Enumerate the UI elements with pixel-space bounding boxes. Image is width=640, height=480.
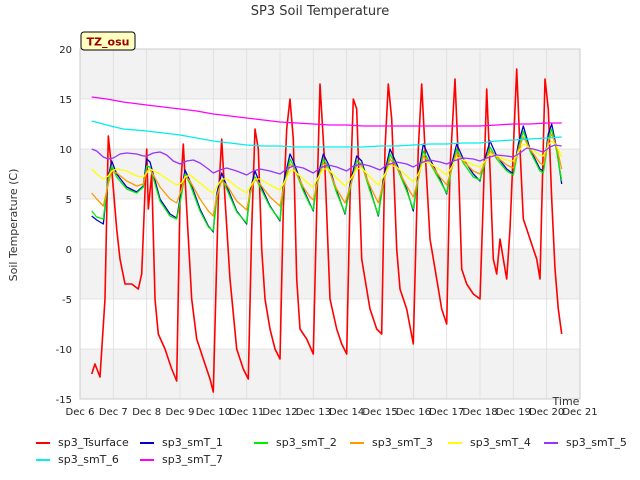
legend-item-sp3_Tsurface: sp3_Tsurface xyxy=(36,436,129,449)
series-line-sp3_Tsurface xyxy=(90,68,563,393)
legend-label: sp3_smT_5 xyxy=(566,436,627,449)
x-tick-label: Dec 10 xyxy=(196,407,231,418)
x-tick-label: Dec 8 xyxy=(132,407,161,418)
chart-title: SP3 Soil Temperature xyxy=(251,4,389,19)
x-axis-label: Time xyxy=(552,395,580,408)
legend-label: sp3_smT_2 xyxy=(276,436,337,449)
series-line-sp3_smT_3 xyxy=(91,133,563,217)
legend-item-sp3_smT_3: sp3_smT_3 xyxy=(350,436,433,449)
x-tick-label: Dec 12 xyxy=(262,407,297,418)
legend-label: sp3_smT_7 xyxy=(162,453,223,466)
x-tick-label: Dec 6 xyxy=(66,407,95,418)
series-line-sp3_smT_7 xyxy=(91,96,562,127)
legend-item-sp3_smT_5: sp3_smT_5 xyxy=(544,436,627,449)
legend-item-sp3_smT_2: sp3_smT_2 xyxy=(254,436,337,449)
x-tick-label: Dec 11 xyxy=(229,407,264,418)
legend-item-sp3_smT_7: sp3_smT_7 xyxy=(140,453,223,466)
y-tick-label: 0 xyxy=(66,245,72,256)
legend-swatch xyxy=(448,441,462,444)
x-tick-label: Dec 18 xyxy=(462,407,497,418)
legend-item-sp3_smT_4: sp3_smT_4 xyxy=(448,436,531,449)
legend-label: sp3_smT_1 xyxy=(162,436,223,449)
series-line-sp3_smT_4 xyxy=(91,140,563,194)
legend-swatch xyxy=(36,441,50,444)
legend-item-sp3_smT_1: sp3_smT_1 xyxy=(140,436,223,449)
legend-label: sp3_smT_6 xyxy=(58,453,119,466)
legend-swatch xyxy=(140,441,154,444)
x-tick-label: Dec 7 xyxy=(99,407,128,418)
plot-frame xyxy=(79,48,581,400)
x-tick-label: Dec 15 xyxy=(362,407,397,418)
plot-band xyxy=(80,49,580,99)
legend-swatch xyxy=(254,441,268,444)
series-line-sp3_smT_2 xyxy=(91,128,563,232)
y-tick-label: 15 xyxy=(59,95,72,106)
y-tick-label: -10 xyxy=(56,345,72,356)
legend-swatch xyxy=(36,458,50,461)
series-line-sp3_smT_5 xyxy=(91,144,562,176)
y-tick-label: -15 xyxy=(56,395,72,406)
x-tick-label: Dec 17 xyxy=(429,407,464,418)
legend-item-sp3_smT_6: sp3_smT_6 xyxy=(36,453,119,466)
series-line-sp3_smT_1 xyxy=(91,123,563,233)
x-tick-label: Dec 16 xyxy=(396,407,431,418)
x-tick-label: Dec 9 xyxy=(166,407,195,418)
legend-swatch xyxy=(350,441,364,444)
plot-bands xyxy=(80,49,580,399)
x-tick-label: Dec 19 xyxy=(496,407,531,418)
y-axis-label: Soil Temperature (C) xyxy=(7,169,20,282)
plot-area xyxy=(80,49,580,399)
annotation-box: TZ_osu xyxy=(80,31,136,51)
y-tick-labels: -15 -10 -5 0 5 10 15 20 xyxy=(56,45,72,406)
legend-label: sp3_smT_4 xyxy=(470,436,531,449)
legend-label: sp3_smT_3 xyxy=(372,436,433,449)
y-tick-label: 20 xyxy=(59,45,72,56)
plot-band xyxy=(80,349,580,399)
y-tick-label: -5 xyxy=(62,295,72,306)
y-tick-label: 10 xyxy=(59,145,72,156)
legend-swatch xyxy=(140,458,154,461)
x-tick-label: Dec 20 xyxy=(529,407,564,418)
series-line-sp3_smT_6 xyxy=(91,120,562,148)
legend-label: sp3_Tsurface xyxy=(58,436,129,449)
x-tick-label: Dec 13 xyxy=(296,407,331,418)
x-tick-label: Dec 21 xyxy=(562,407,597,418)
x-tick-label: Dec 14 xyxy=(329,407,364,418)
legend-swatch xyxy=(544,441,558,444)
y-tick-label: 5 xyxy=(66,195,72,206)
annotation-box-frame xyxy=(80,31,136,51)
series-layer xyxy=(90,68,563,393)
annotation-label: TZ_osu xyxy=(87,36,130,49)
